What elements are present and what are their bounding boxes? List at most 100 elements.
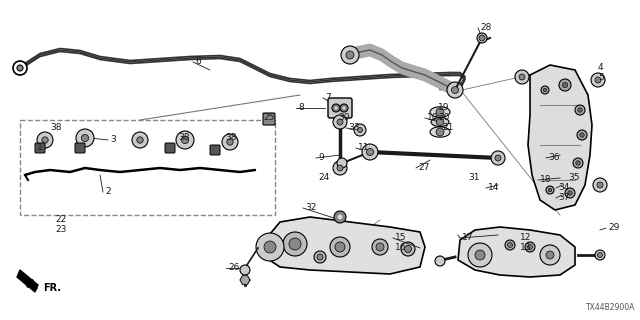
Circle shape [565,188,575,198]
Polygon shape [240,276,250,284]
Circle shape [342,106,346,110]
Text: 26: 26 [228,263,239,273]
Text: 22: 22 [55,215,67,225]
Text: 16: 16 [395,244,406,252]
Circle shape [546,186,554,194]
Text: FR.: FR. [43,283,61,293]
Text: 31: 31 [468,173,479,182]
Circle shape [17,65,23,71]
Text: 15: 15 [395,234,406,243]
Circle shape [222,134,238,150]
Text: 37: 37 [558,194,570,203]
Text: 8: 8 [298,103,304,113]
Text: 18: 18 [540,175,552,185]
Circle shape [451,86,458,93]
Text: 14: 14 [488,183,499,193]
Circle shape [527,244,532,250]
Circle shape [575,105,585,115]
Circle shape [337,119,343,125]
FancyBboxPatch shape [210,145,220,155]
Polygon shape [265,217,425,274]
Text: 2: 2 [105,188,111,196]
Circle shape [289,238,301,250]
Circle shape [593,178,607,192]
Text: 38: 38 [178,133,189,142]
Circle shape [333,161,347,175]
Text: 12: 12 [520,234,531,243]
Circle shape [505,240,515,250]
Polygon shape [458,227,575,277]
Text: 21: 21 [442,124,453,132]
Circle shape [332,104,340,112]
Circle shape [337,158,347,168]
Circle shape [508,243,513,247]
Circle shape [176,131,194,149]
Circle shape [314,251,326,263]
Circle shape [468,243,492,267]
Circle shape [436,108,444,116]
Circle shape [37,132,53,148]
FancyBboxPatch shape [328,98,352,118]
Text: 24: 24 [318,173,329,182]
Circle shape [335,242,345,252]
Circle shape [598,252,602,258]
Circle shape [546,251,554,259]
Circle shape [404,245,412,252]
Ellipse shape [430,107,450,117]
Text: 23: 23 [55,226,67,235]
Circle shape [76,129,94,147]
Circle shape [367,148,374,156]
Circle shape [240,265,250,275]
Bar [20,120,275,215]
Circle shape [543,88,547,92]
Circle shape [447,82,463,98]
Circle shape [525,242,535,252]
Circle shape [401,242,415,256]
Circle shape [541,86,549,94]
Circle shape [597,182,603,188]
Circle shape [436,128,444,136]
Text: 9: 9 [318,154,324,163]
Text: 11: 11 [358,143,369,153]
Text: 29: 29 [608,223,620,233]
FancyBboxPatch shape [263,113,275,125]
Text: 36: 36 [548,154,559,163]
FancyBboxPatch shape [165,143,175,153]
Circle shape [334,211,346,223]
Circle shape [548,188,552,192]
Text: TX44B2900A: TX44B2900A [586,303,635,312]
Circle shape [563,82,568,88]
Circle shape [337,165,343,171]
Text: 17: 17 [462,234,474,243]
Circle shape [132,132,148,148]
Circle shape [580,133,584,137]
Circle shape [595,77,601,83]
FancyBboxPatch shape [75,143,85,153]
Circle shape [181,136,189,144]
Text: 6: 6 [195,58,201,67]
Circle shape [337,214,343,220]
Circle shape [372,239,388,255]
Text: 38: 38 [225,133,237,142]
Circle shape [333,115,347,129]
Circle shape [577,130,587,140]
Circle shape [376,243,384,251]
Circle shape [341,46,359,64]
Circle shape [436,118,444,125]
Circle shape [540,245,560,265]
Circle shape [362,144,378,160]
Polygon shape [20,275,28,282]
Circle shape [515,70,529,84]
Ellipse shape [431,117,449,126]
Text: 25: 25 [263,114,275,123]
Text: 27: 27 [418,164,429,172]
Circle shape [264,241,276,253]
Circle shape [283,232,307,256]
Circle shape [81,134,88,141]
FancyBboxPatch shape [35,143,45,153]
Circle shape [13,61,27,75]
Circle shape [137,137,143,143]
Text: 38: 38 [50,124,61,132]
Circle shape [568,191,572,195]
Circle shape [519,74,525,80]
